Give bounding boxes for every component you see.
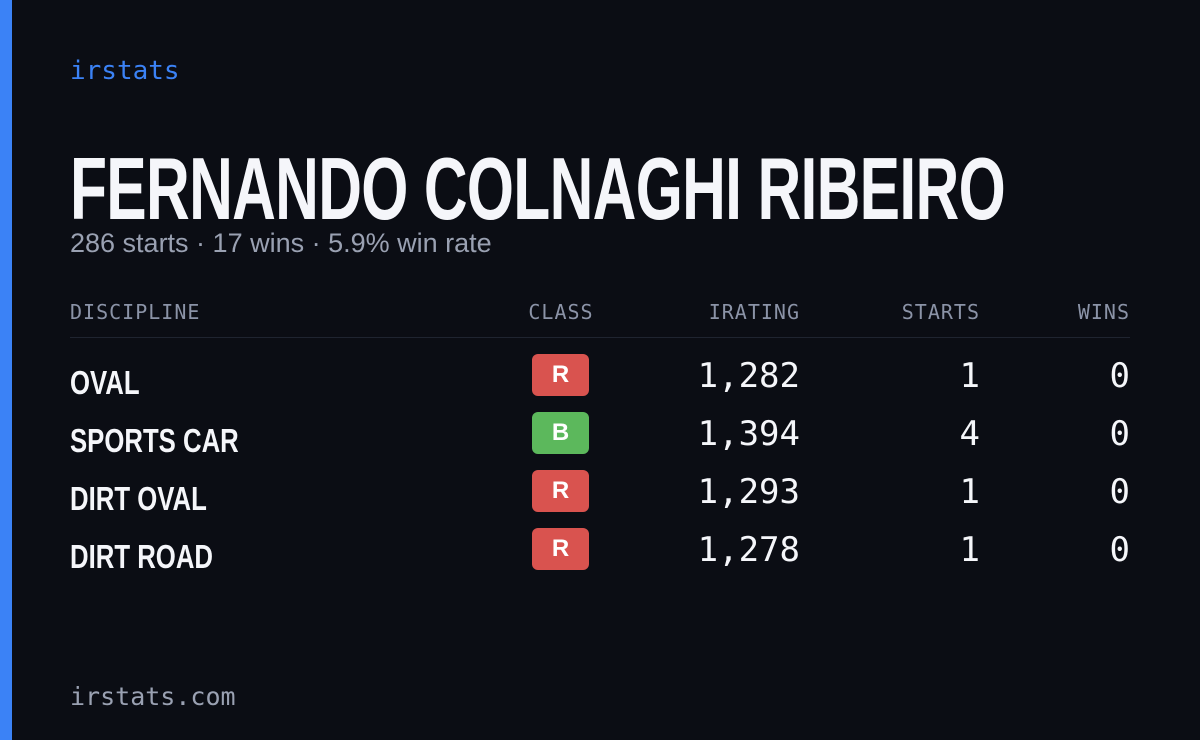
header-irating: IRATING (708, 300, 800, 324)
header-starts: STARTS (901, 300, 980, 324)
wins: 0 (1109, 356, 1130, 396)
irating: 1,293 (697, 472, 800, 512)
class-badge: B (532, 412, 589, 454)
discipline: SPORTS CAR (70, 422, 239, 459)
starts: 1 (959, 356, 980, 396)
starts: 4 (959, 414, 980, 454)
accent-bar (0, 0, 12, 740)
header-discipline: DISCIPLINE (70, 300, 201, 324)
wins: 0 (1109, 472, 1130, 512)
class-badge: R (532, 528, 589, 570)
starts: 1 (959, 472, 980, 512)
wins: 0 (1109, 414, 1130, 454)
discipline: OVAL (70, 364, 140, 401)
brand: irstats (70, 56, 180, 86)
irating: 1,394 (697, 414, 800, 454)
starts: 1 (959, 530, 980, 570)
footer-link: irstats.com (70, 682, 236, 711)
irating: 1,278 (697, 530, 800, 570)
header-divider (70, 337, 1130, 338)
driver-summary: 286 starts · 17 wins · 5.9% win rate (70, 228, 492, 258)
header-class: CLASS (528, 300, 594, 324)
header-wins: WINS (1077, 300, 1130, 324)
class-badge: R (532, 354, 589, 396)
discipline: DIRT OVAL (70, 480, 207, 517)
irating: 1,282 (697, 356, 800, 396)
driver-name: FERNANDO COLNAGHI RIBEIRO (70, 139, 1006, 238)
class-badge: R (532, 470, 589, 512)
wins: 0 (1109, 530, 1130, 570)
discipline: DIRT ROAD (70, 538, 213, 575)
